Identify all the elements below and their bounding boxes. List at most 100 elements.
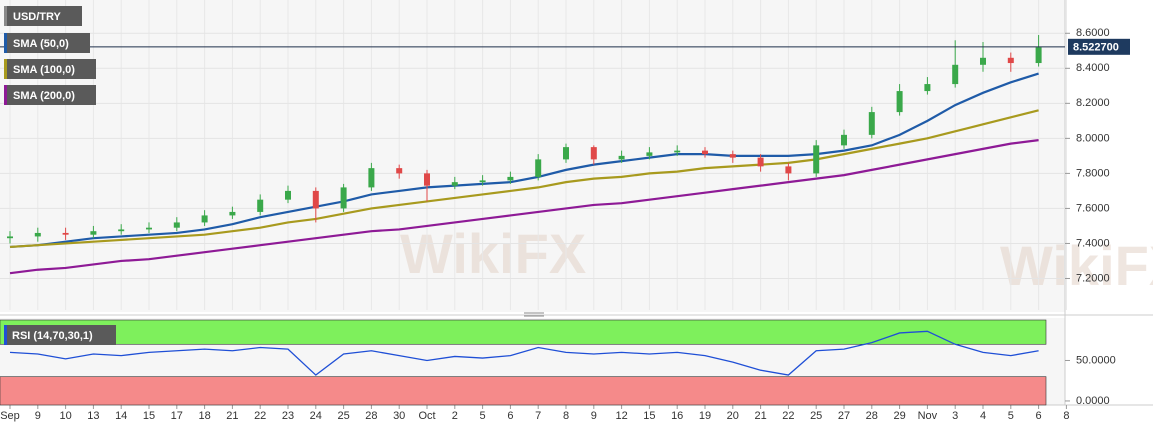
x-tick-label: 14 <box>115 410 127 422</box>
candle-body <box>396 168 403 174</box>
legend-label: SMA (50,0) <box>13 38 69 50</box>
x-tick-label: 8 <box>1063 410 1069 422</box>
candle-body <box>7 236 13 239</box>
candle-body <box>90 231 97 235</box>
x-tick-label: 13 <box>87 410 99 422</box>
rsi-line <box>9 330 1039 376</box>
x-tick-label: 5 <box>1008 410 1014 422</box>
legend-box <box>4 6 82 26</box>
y-tick-label: 8.4000 <box>1076 62 1110 74</box>
candle-body <box>563 147 569 160</box>
legend-swatch <box>4 59 7 79</box>
x-tick-label: 9 <box>35 410 41 422</box>
legend-box <box>4 325 116 345</box>
x-tick-label: 27 <box>838 410 850 422</box>
candle-body <box>868 112 875 135</box>
current-price-label: 8.522700 <box>1073 42 1119 54</box>
legend-box <box>4 33 90 53</box>
candle-body <box>785 166 792 174</box>
x-tick-label: 24 <box>310 410 322 422</box>
y-tick-label: 8.2000 <box>1076 97 1110 109</box>
candle-body <box>507 176 514 181</box>
x-tick-label: 21 <box>754 410 766 422</box>
y-tick-label: 0.0000 <box>1076 395 1110 407</box>
y-tick-label: 8.0000 <box>1076 132 1110 144</box>
candle-body <box>479 180 486 183</box>
legend-swatch <box>4 325 7 345</box>
x-tick-label: 25 <box>337 410 349 422</box>
legend-box <box>4 59 96 79</box>
y-tick-label: 7.2000 <box>1076 272 1110 284</box>
candle-body <box>590 147 597 160</box>
x-tick-label: 22 <box>254 410 266 422</box>
y-tick-label: 7.4000 <box>1076 237 1110 249</box>
x-tick-label: Oct <box>418 410 435 422</box>
x-tick-label: Sep <box>0 410 20 422</box>
x-tick-label: 25 <box>810 410 822 422</box>
resize-grip[interactable] <box>524 312 544 317</box>
legend-swatch <box>4 6 7 26</box>
overbought-band <box>0 319 1047 345</box>
x-tick-label: 22 <box>782 410 794 422</box>
x-tick-label: 4 <box>980 410 986 422</box>
candle-body <box>535 159 542 177</box>
candle-body <box>757 157 764 167</box>
watermark: WikiFX <box>400 222 586 285</box>
x-tick-label: 19 <box>699 410 711 422</box>
x-tick-label: 16 <box>671 410 683 422</box>
x-tick-label: 6 <box>507 410 513 422</box>
legend-label: SMA (100,0) <box>13 64 75 76</box>
x-tick-label: 12 <box>615 410 627 422</box>
legend-label: RSI (14,70,30,1) <box>12 330 93 342</box>
x-tick-label: Nov <box>918 410 938 422</box>
legend-label: USD/TRY <box>13 11 62 23</box>
candle-body <box>118 229 125 232</box>
x-tick-label: 23 <box>282 410 294 422</box>
candle-body <box>312 190 319 209</box>
watermark: WikiFX <box>1000 234 1153 297</box>
candle-body <box>285 190 291 200</box>
x-tick-label: 28 <box>866 410 878 422</box>
candle-body <box>813 145 820 174</box>
x-tick-label: 8 <box>563 410 569 422</box>
candle-body <box>146 227 152 230</box>
candle-body <box>674 150 681 153</box>
candle-body <box>62 232 69 235</box>
x-tick-label: 20 <box>727 410 739 422</box>
candle-body <box>229 211 236 216</box>
legend-label: SMA (200,0) <box>13 90 75 102</box>
x-tick-label: 18 <box>198 410 210 422</box>
sma-line <box>9 139 1039 275</box>
candle-body <box>173 222 180 228</box>
candle-body <box>702 150 708 155</box>
candle-body <box>340 187 347 209</box>
current-price-box <box>1068 38 1130 55</box>
x-tick-label: 7 <box>535 410 541 422</box>
candle-body <box>1035 47 1042 64</box>
legend-swatch <box>4 33 7 53</box>
candle-body <box>841 134 847 146</box>
candle-body <box>646 152 653 156</box>
candle-body <box>924 84 931 92</box>
x-tick-label: 28 <box>365 410 377 422</box>
candle-body <box>729 154 736 158</box>
candle-body <box>451 182 458 186</box>
x-tick-label: 5 <box>480 410 486 422</box>
y-tick-label: 7.6000 <box>1076 202 1110 214</box>
x-tick-label: 10 <box>59 410 71 422</box>
candle-body <box>980 57 986 65</box>
x-tick-label: 6 <box>1036 410 1042 422</box>
candle-body <box>1007 57 1014 64</box>
x-tick-label: 2 <box>452 410 458 422</box>
candle-body <box>257 199 264 212</box>
candle-body <box>424 173 430 186</box>
x-tick-label: 29 <box>893 410 905 422</box>
candle-body <box>618 155 625 160</box>
y-tick-label: 8.6000 <box>1076 27 1110 39</box>
x-tick-label: 30 <box>393 410 405 422</box>
x-tick-label: 17 <box>171 410 183 422</box>
sma-line <box>9 109 1039 249</box>
y-tick-label: 7.8000 <box>1076 167 1110 179</box>
